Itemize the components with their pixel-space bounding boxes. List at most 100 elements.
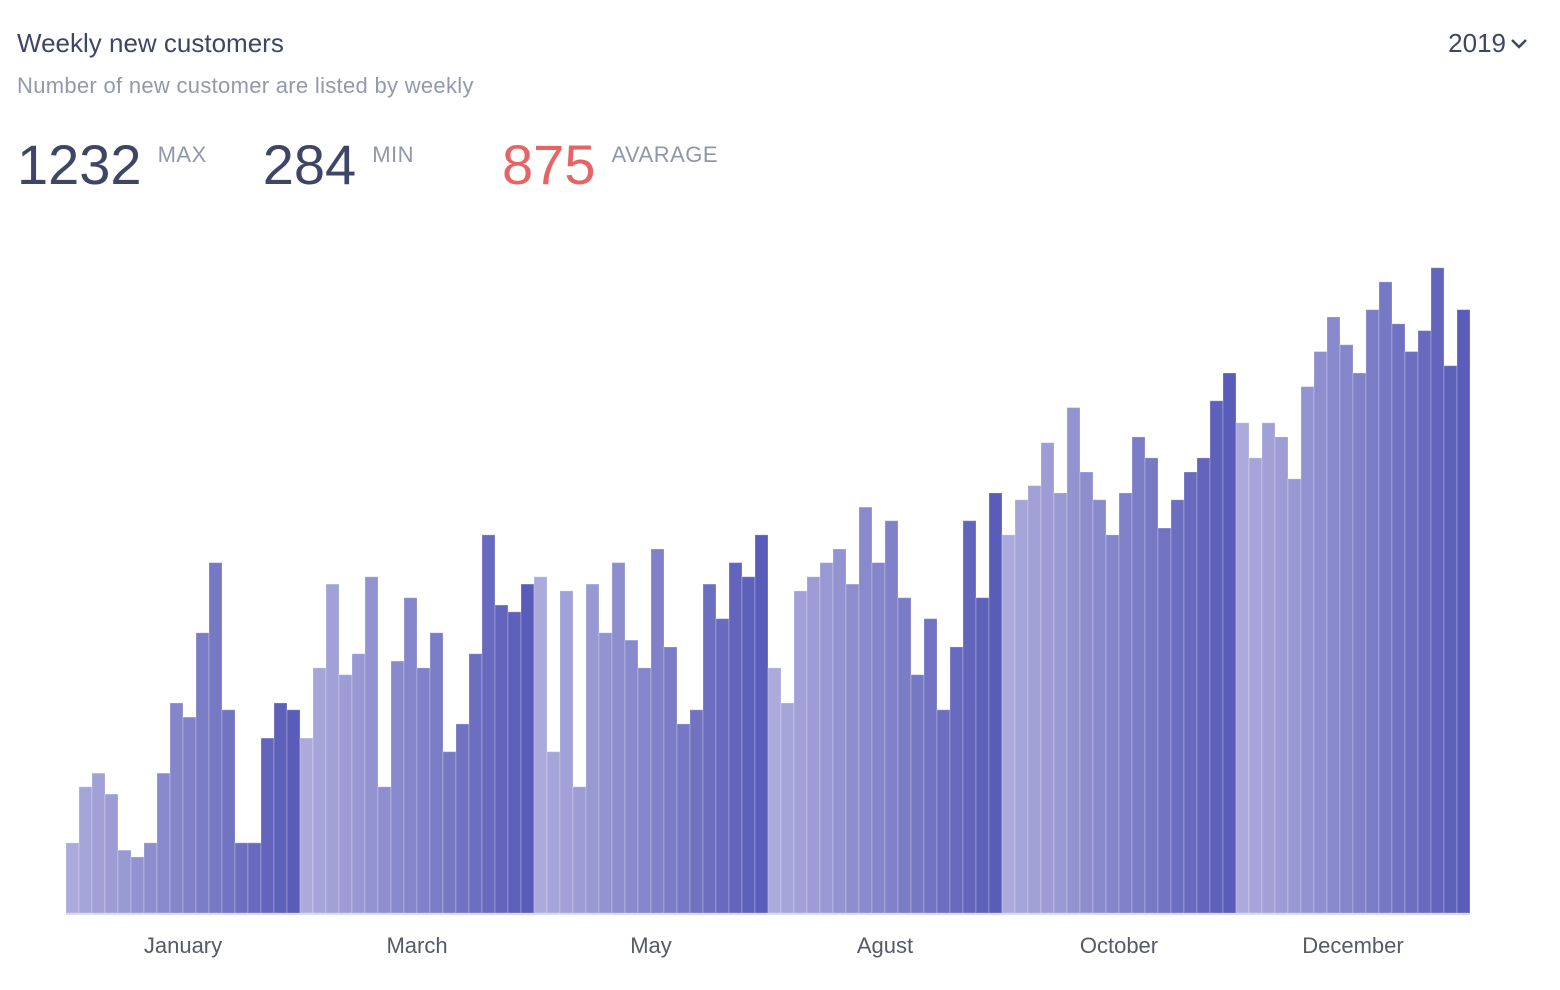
bar xyxy=(494,604,509,914)
bar xyxy=(1339,344,1354,914)
bar xyxy=(1027,485,1042,914)
bar xyxy=(416,667,431,914)
bar xyxy=(767,667,782,914)
bar xyxy=(403,597,418,914)
bar xyxy=(65,842,80,914)
bar xyxy=(1430,267,1445,914)
bar xyxy=(455,723,470,914)
bar xyxy=(286,709,301,914)
bar xyxy=(1326,316,1341,914)
bar xyxy=(1313,351,1328,914)
bar xyxy=(1222,372,1237,914)
bar xyxy=(1105,534,1120,914)
bar xyxy=(260,737,275,914)
bar xyxy=(1300,386,1315,914)
bar xyxy=(312,667,327,914)
bar xyxy=(208,562,223,914)
bar xyxy=(1079,471,1094,914)
bar xyxy=(1274,436,1289,914)
bar xyxy=(1157,527,1172,914)
bar xyxy=(832,548,847,914)
bar xyxy=(1131,436,1146,914)
bar xyxy=(91,772,106,914)
bar xyxy=(1040,442,1055,914)
bar xyxy=(884,520,899,914)
bar xyxy=(637,667,652,914)
bar xyxy=(650,548,665,914)
x-tick-label: May xyxy=(630,933,672,958)
stat-value: 1232 xyxy=(17,133,142,196)
stat-average: 875 AVARAGE xyxy=(502,132,718,197)
bar xyxy=(728,562,743,914)
bar xyxy=(364,576,379,914)
bar xyxy=(78,786,93,914)
stats: 1232 MAX 284 MIN 875 AVARAGE xyxy=(17,132,774,197)
bar xyxy=(1209,400,1224,914)
bar xyxy=(1391,323,1406,914)
bar xyxy=(1456,309,1471,914)
bar xyxy=(702,583,717,914)
bar xyxy=(1053,492,1068,914)
bar xyxy=(1066,407,1081,914)
bar xyxy=(1092,499,1107,914)
stat-max: 1232 MAX xyxy=(17,132,207,197)
bar xyxy=(572,786,587,914)
bar xyxy=(481,534,496,914)
bar xyxy=(546,751,561,914)
bar xyxy=(845,583,860,914)
bar xyxy=(130,856,145,914)
card-subtitle: Number of new customer are listed by wee… xyxy=(17,73,474,98)
bar xyxy=(897,597,912,914)
x-tick-label: March xyxy=(386,933,447,958)
bar xyxy=(195,632,210,914)
stat-label: AVARAGE xyxy=(611,142,719,167)
bar xyxy=(1443,365,1458,914)
bar xyxy=(1261,422,1276,914)
bar xyxy=(273,702,288,914)
bar xyxy=(923,618,938,914)
x-tick-label: October xyxy=(1080,933,1158,958)
bar xyxy=(624,639,639,914)
bar xyxy=(975,597,990,914)
bar xyxy=(1235,422,1250,914)
bar xyxy=(819,562,834,914)
bar xyxy=(117,849,132,914)
year-value: 2019 xyxy=(1448,28,1506,58)
x-tick-label: December xyxy=(1302,933,1403,958)
bar xyxy=(676,723,691,914)
bar xyxy=(1287,478,1302,914)
bar xyxy=(1118,492,1133,914)
bar xyxy=(299,737,314,914)
bar xyxy=(1170,499,1185,914)
bar xyxy=(1404,351,1419,914)
bar xyxy=(715,618,730,914)
bar xyxy=(793,590,808,914)
x-tick-label: January xyxy=(144,933,222,958)
bar xyxy=(1196,457,1211,914)
bar xyxy=(169,702,184,914)
bar xyxy=(1417,330,1432,914)
bar xyxy=(741,576,756,914)
stat-label: MIN xyxy=(372,142,415,167)
bar xyxy=(221,709,236,914)
bar xyxy=(611,562,626,914)
bar xyxy=(377,786,392,914)
bar xyxy=(429,632,444,914)
bar xyxy=(1001,534,1016,914)
stat-value: 284 xyxy=(262,133,357,196)
year-select[interactable]: 2019 xyxy=(1448,28,1528,59)
bar xyxy=(585,583,600,914)
bar xyxy=(507,611,522,914)
bar xyxy=(1014,499,1029,914)
bar xyxy=(1378,281,1393,914)
card-title: Weekly new customers xyxy=(17,28,284,58)
bar xyxy=(234,842,249,914)
bar xyxy=(390,660,405,914)
bar xyxy=(1144,457,1159,914)
bar xyxy=(962,520,977,914)
bar xyxy=(689,709,704,914)
bar xyxy=(156,772,171,914)
bar xyxy=(754,534,769,914)
